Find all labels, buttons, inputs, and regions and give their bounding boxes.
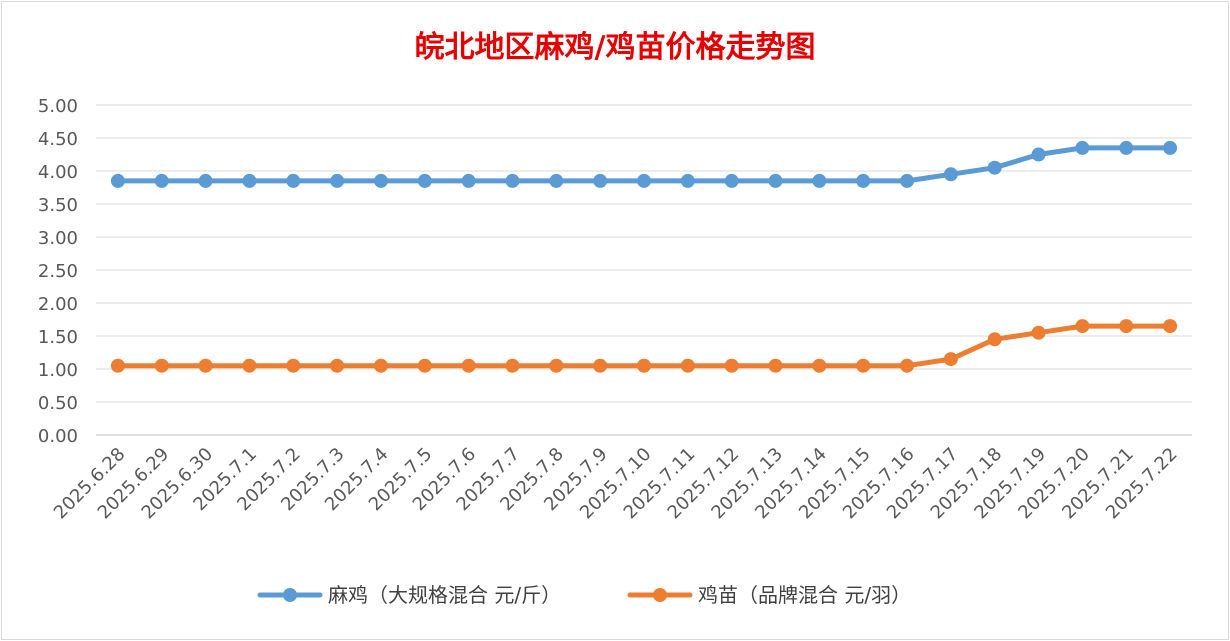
data-point [1119, 319, 1134, 334]
data-point [856, 173, 871, 188]
y-tick-label: 3.50 [38, 195, 78, 216]
data-point [1031, 147, 1046, 162]
y-tick-label: 4.00 [38, 162, 78, 183]
data-point [198, 173, 213, 188]
data-point [943, 352, 958, 367]
data-point [856, 358, 871, 373]
data-point [110, 358, 125, 373]
y-tick-label: 1.00 [38, 360, 78, 381]
y-tick-label: 2.50 [38, 261, 78, 282]
y-tick-label: 1.50 [38, 327, 78, 348]
data-point [505, 173, 520, 188]
data-point [1031, 325, 1046, 340]
data-point [1075, 319, 1090, 334]
chart-title: 皖北地区麻鸡/鸡苗价格走势图 [414, 30, 816, 65]
y-tick-label: 2.00 [38, 294, 78, 315]
legend-label: 鸡苗（品牌混合 元/羽） [698, 583, 911, 607]
data-point [724, 173, 739, 188]
data-point [812, 358, 827, 373]
data-point [637, 173, 651, 188]
data-point [680, 173, 695, 188]
data-point [900, 358, 915, 373]
y-tick-label: 0.00 [38, 426, 78, 447]
data-point [242, 358, 257, 373]
y-tick-label: 3.00 [38, 228, 78, 249]
data-point [724, 358, 739, 373]
data-point [330, 358, 345, 373]
data-point [1163, 319, 1178, 334]
data-point [549, 358, 564, 373]
data-point [242, 173, 257, 188]
data-point [593, 358, 608, 373]
data-point [1119, 140, 1134, 155]
data-point [987, 160, 1002, 175]
data-point [549, 173, 564, 188]
data-point [373, 173, 388, 188]
data-point [198, 358, 213, 373]
data-point [768, 173, 783, 188]
data-point [154, 358, 169, 373]
data-point [943, 167, 958, 182]
data-point [637, 358, 651, 373]
data-point [593, 173, 608, 188]
data-point [286, 358, 301, 373]
data-point [680, 358, 695, 373]
data-point [768, 358, 783, 373]
data-point [900, 173, 915, 188]
data-point [417, 358, 432, 373]
data-point [461, 173, 476, 188]
y-tick-label: 5.00 [38, 96, 78, 117]
data-point [373, 358, 388, 373]
data-point [286, 173, 301, 188]
data-point [1075, 140, 1090, 155]
y-tick-label: 4.50 [38, 129, 78, 150]
legend-marker [283, 588, 297, 602]
data-point [417, 173, 432, 188]
data-point [330, 173, 345, 188]
data-point [154, 173, 169, 188]
data-point [812, 173, 827, 188]
data-point [505, 358, 520, 373]
legend-label: 麻鸡（大规格混合 元/斤） [328, 583, 561, 607]
y-tick-label: 0.50 [38, 393, 78, 414]
data-point [110, 173, 125, 188]
legend-marker [653, 588, 667, 602]
data-point [1163, 140, 1178, 155]
data-point [461, 358, 476, 373]
data-point [987, 332, 1002, 347]
